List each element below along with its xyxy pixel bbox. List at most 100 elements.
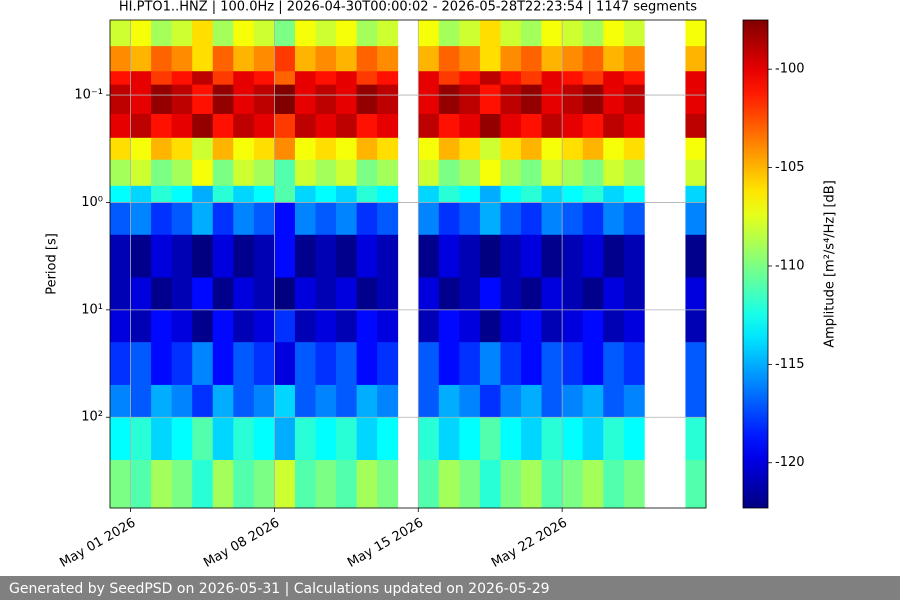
psd-cell — [562, 234, 584, 278]
psd-cell — [438, 417, 460, 461]
psd-cell — [336, 20, 358, 47]
psd-cell — [253, 459, 275, 509]
psd-cell — [479, 459, 501, 509]
psd-cell — [130, 185, 152, 203]
psd-cell — [500, 137, 522, 161]
psd-cell — [479, 234, 501, 278]
colorbar-tick-label: -115 — [775, 357, 805, 372]
psd-cell — [623, 20, 645, 47]
psd-cell — [274, 417, 296, 461]
psd-cell — [274, 309, 296, 343]
psd-cell — [274, 459, 296, 509]
psd-cell — [171, 159, 193, 187]
psd-cell — [685, 185, 707, 203]
psd-cell — [541, 84, 563, 115]
x-tick-label: May 15 2026 — [345, 516, 426, 571]
colorbar-tick-label: -120 — [775, 455, 805, 470]
psd-cell — [685, 113, 707, 139]
psd-cell — [521, 417, 542, 461]
psd-cell — [171, 185, 193, 203]
psd-cell — [377, 159, 399, 187]
psd-cell — [294, 113, 316, 139]
psd-cell — [315, 159, 337, 187]
psd-cell — [294, 159, 316, 187]
psd-cell — [603, 234, 625, 278]
psd-cell — [274, 342, 296, 386]
psd-cell — [212, 417, 234, 461]
psd-cell — [377, 137, 399, 161]
psd-cell — [315, 202, 337, 236]
psd-cell — [151, 159, 173, 187]
psd-cell — [603, 185, 625, 203]
psd-cell — [336, 459, 358, 509]
psd-cell — [521, 459, 542, 509]
psd-cell — [521, 342, 542, 386]
psd-cell — [521, 113, 542, 139]
psd-cell — [110, 342, 131, 386]
psd-cell — [130, 277, 152, 311]
psd-cell — [315, 71, 337, 86]
psd-cell — [603, 309, 625, 343]
psd-cell — [151, 342, 173, 386]
psd-cell — [541, 309, 563, 343]
psd-cell — [562, 159, 584, 187]
psd-cell — [459, 84, 481, 115]
psd-cell — [356, 277, 378, 311]
psd-cell — [110, 113, 131, 139]
psd-cell — [233, 113, 255, 139]
psd-cell — [212, 20, 234, 47]
psd-cell — [377, 113, 399, 139]
x-tick-label: May 08 2026 — [201, 516, 282, 571]
psd-cell — [294, 342, 316, 386]
psd-cell — [603, 342, 625, 386]
psd-cell — [233, 417, 255, 461]
psd-cell — [233, 234, 255, 278]
psd-cell — [438, 384, 460, 418]
psd-cell — [623, 309, 645, 343]
psd-cell — [377, 459, 399, 509]
psd-cell — [459, 185, 481, 203]
psd-cell — [582, 384, 604, 418]
psd-cell — [521, 159, 542, 187]
psd-cell — [356, 202, 378, 236]
psd-cell — [479, 185, 501, 203]
psd-cell — [500, 71, 522, 86]
psd-cell — [315, 459, 337, 509]
psd-cell — [130, 417, 152, 461]
psd-cell — [212, 113, 234, 139]
psd-cell — [110, 20, 131, 47]
psd-cell — [336, 46, 358, 72]
psd-cell — [274, 202, 296, 236]
psd-cell — [356, 342, 378, 386]
psd-cell — [541, 137, 563, 161]
psd-cell — [459, 46, 481, 72]
psd-cell — [562, 46, 584, 72]
psd-cell — [418, 113, 440, 139]
psd-cell — [356, 459, 378, 509]
psd-cell — [171, 20, 193, 47]
psd-cell — [562, 384, 584, 418]
psd-cell — [253, 417, 275, 461]
psd-cell — [315, 309, 337, 343]
psd-cell — [541, 159, 563, 187]
x-tick-label: May 01 2026 — [57, 516, 138, 571]
psd-cell — [233, 46, 255, 72]
psd-cell — [130, 159, 152, 187]
psd-cell — [151, 185, 173, 203]
psd-cell — [459, 234, 481, 278]
colorbar-tick-label: -100 — [775, 62, 805, 77]
psd-cell — [336, 384, 358, 418]
psd-cell — [233, 202, 255, 236]
psd-cell — [356, 113, 378, 139]
psd-cell — [294, 309, 316, 343]
psd-cell — [418, 309, 440, 343]
colorbar-tick-label: -105 — [775, 160, 805, 175]
psd-cell — [377, 202, 399, 236]
psd-cell — [418, 159, 440, 187]
psd-cell — [192, 234, 214, 278]
psd-cell — [418, 84, 440, 115]
psd-cell — [171, 84, 193, 115]
psd-cell — [603, 202, 625, 236]
psd-cell — [233, 459, 255, 509]
psd-cell — [377, 46, 399, 72]
